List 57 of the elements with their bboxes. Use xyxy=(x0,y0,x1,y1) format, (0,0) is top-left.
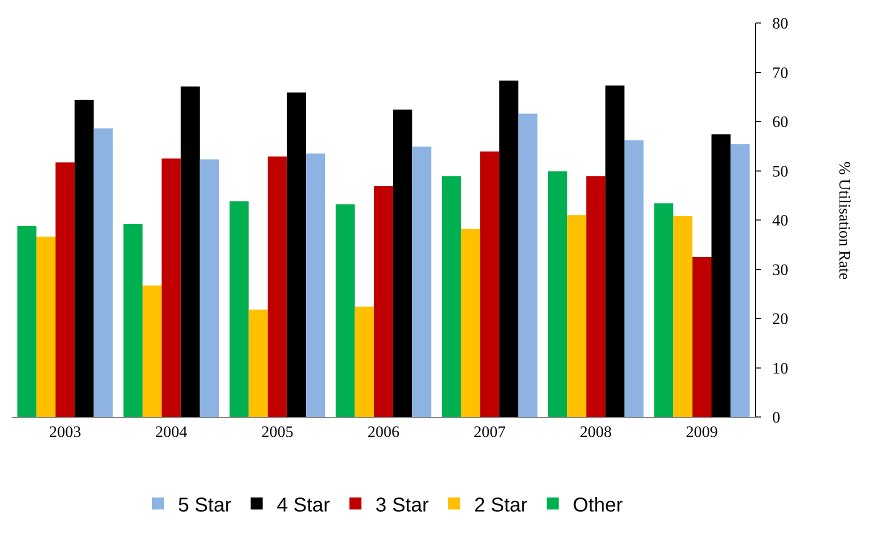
bar xyxy=(586,176,606,417)
bar xyxy=(74,100,94,417)
bar xyxy=(548,171,568,417)
bar xyxy=(142,286,162,417)
bar xyxy=(673,216,692,417)
y-tick-label: 10 xyxy=(772,360,788,378)
bar xyxy=(56,162,75,417)
bar xyxy=(36,236,56,417)
bar xyxy=(17,226,36,417)
y-tick-label: 80 xyxy=(772,16,788,33)
y-axis-title: % Utilisation Rate xyxy=(836,162,852,280)
legend-label: 5 Star xyxy=(178,494,232,516)
y-tick-label: 60 xyxy=(772,114,788,132)
bar xyxy=(162,158,181,417)
bar xyxy=(374,186,394,417)
bar xyxy=(654,203,674,417)
y-tick-label: 50 xyxy=(772,163,788,180)
y-tick-label: 40 xyxy=(772,212,788,230)
x-tick-label: 2008 xyxy=(580,424,612,442)
y-tick-label: 0 xyxy=(772,410,780,427)
bar xyxy=(442,176,461,417)
bar xyxy=(567,215,586,417)
bar xyxy=(286,92,306,417)
x-tick-label: 2003 xyxy=(49,424,82,442)
bar xyxy=(711,134,731,417)
bar xyxy=(306,154,326,417)
legend-label: 3 Star xyxy=(375,494,430,516)
bar xyxy=(692,256,712,417)
legend-label: 4 Star xyxy=(276,494,330,516)
y-tick-label: 20 xyxy=(772,311,788,328)
bar xyxy=(730,144,750,417)
bar xyxy=(248,310,268,417)
legend-label: Other xyxy=(572,494,624,516)
x-tick-label: 2004 xyxy=(155,424,188,442)
bar xyxy=(230,201,249,417)
bar xyxy=(605,86,624,417)
bar xyxy=(412,146,432,417)
x-tick-label: 2005 xyxy=(261,424,294,442)
bar xyxy=(460,228,480,417)
y-tick-label: 70 xyxy=(772,64,788,82)
bar xyxy=(123,224,143,417)
bar xyxy=(268,156,287,417)
y-tick-label: 30 xyxy=(772,262,788,279)
bar xyxy=(499,80,518,417)
bar xyxy=(200,159,219,417)
bar xyxy=(354,306,374,417)
bar xyxy=(180,86,200,417)
legend-label: 2 Star xyxy=(474,494,528,516)
x-tick-label: 2007 xyxy=(474,424,506,442)
bar xyxy=(94,128,113,417)
bar xyxy=(624,140,644,417)
x-tick-label: 2009 xyxy=(686,424,718,442)
bar xyxy=(480,152,500,417)
x-tick-label: 2006 xyxy=(368,424,400,442)
bar xyxy=(393,110,412,417)
bar xyxy=(518,114,538,417)
bar xyxy=(336,204,355,417)
